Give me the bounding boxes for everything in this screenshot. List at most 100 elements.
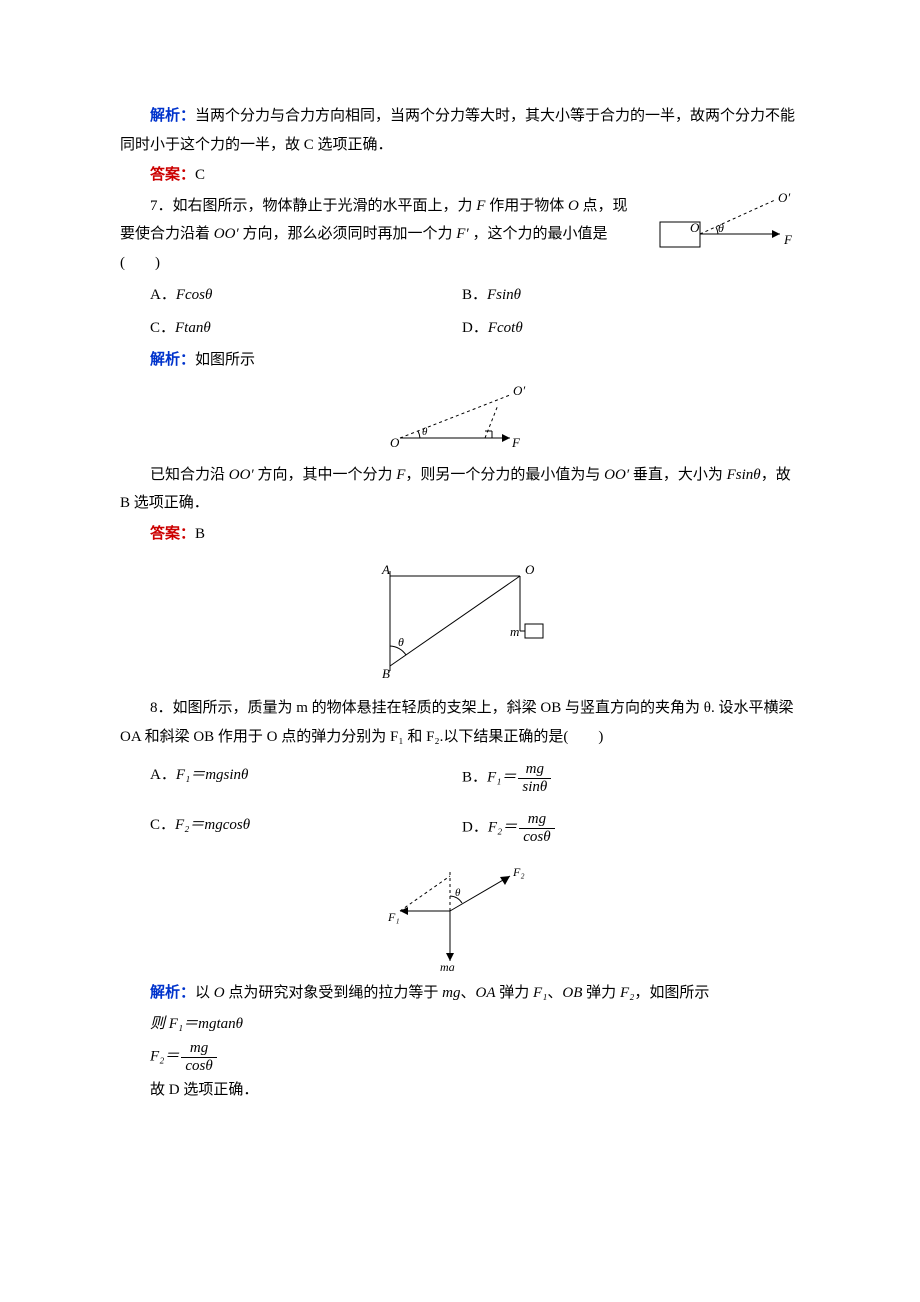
opt-label: A． xyxy=(150,287,176,303)
eq-lhs: F₂＝ xyxy=(488,819,517,835)
eq-lhs: F₁＝ xyxy=(487,769,516,785)
q8-eq2: F₂＝mgcosθ xyxy=(150,1040,800,1074)
opt-label: C． xyxy=(150,320,175,336)
text: 弹力 xyxy=(496,985,534,1001)
q7-option-c: C．Ftanθ xyxy=(150,314,462,343)
svg-text:F₁: F₁ xyxy=(387,910,400,924)
q8-analysis: 解析：以 O 点为研究对象受到绳的拉力等于 mg、OA 弹力 F₁、OB 弹力 … xyxy=(120,979,800,1008)
svg-text:O′: O′ xyxy=(513,383,525,398)
opt-label: C． xyxy=(150,817,175,833)
q7-fig-mid: O O′ F θ xyxy=(380,383,540,453)
num: mg xyxy=(519,811,554,829)
eq-lhs: F₂＝ xyxy=(150,1048,179,1064)
var: OB xyxy=(562,985,582,1001)
opt-label: D． xyxy=(462,320,488,336)
var: OO′ xyxy=(604,467,629,483)
var: O xyxy=(214,985,225,1001)
opt-val: Ftanθ xyxy=(175,320,211,336)
den: cosθ xyxy=(519,829,554,846)
analysis-label: 解析： xyxy=(150,352,195,368)
text: ，如图所示 xyxy=(634,985,709,1001)
q7-analysis: 解析：如图所示 xyxy=(120,346,800,375)
opt-label: B． xyxy=(462,769,487,785)
q7-explain: 已知合力沿 OO′ 方向，其中一个分力 F，则另一个分力的最小值为与 OO′ 垂… xyxy=(120,461,800,518)
q8-option-b: B．F₁＝mgsinθ xyxy=(462,755,774,801)
svg-text:m: m xyxy=(510,624,519,639)
q6-analysis-text: 当两个分力与合力方向相同，当两个分力等大时，其大小等于合力的一半，故两个分力不能… xyxy=(120,108,795,153)
svg-text:F₂: F₂ xyxy=(512,865,525,879)
num: mg xyxy=(518,761,551,779)
q7-options: A．Fcosθ B．Fsinθ C．Ftanθ D．Fcotθ xyxy=(150,279,800,344)
var: O xyxy=(568,198,579,214)
q8-fig-force: F₁ F₂ mg θ xyxy=(380,861,540,971)
answer-label: 答案： xyxy=(150,167,195,183)
text: 如图所示 xyxy=(195,352,255,368)
num: mg xyxy=(181,1040,216,1058)
svg-text:mg: mg xyxy=(440,960,455,971)
q8-stem: 8．如图所示，质量为 m 的物体悬挂在轻质的支架上，斜梁 OB 与竖直方向的夹角… xyxy=(120,694,800,751)
text: 、 xyxy=(547,985,562,1001)
opt-label: B． xyxy=(462,287,487,303)
q8-concl: 故 D 选项正确． xyxy=(120,1076,800,1105)
text: 以 xyxy=(195,985,214,1001)
svg-text:θ: θ xyxy=(718,221,724,235)
svg-text:θ: θ xyxy=(455,887,461,899)
opt-val: Fsinθ xyxy=(487,287,521,303)
den: sinθ xyxy=(518,779,551,796)
fraction: mgcosθ xyxy=(519,811,554,845)
svg-text:O: O xyxy=(390,435,400,450)
text: 点为研究对象受到绳的拉力等于 xyxy=(225,985,443,1001)
q8-eq1: 则 F₁＝mgtanθ xyxy=(120,1010,800,1039)
answer-label: 答案： xyxy=(150,526,195,542)
q8-option-c: C．F₂＝mgcosθ xyxy=(150,805,462,851)
var: Fsinθ xyxy=(727,467,761,483)
q8-fig-top: A O B θ m xyxy=(350,556,570,686)
text: ，则另一个分力的最小值为与 xyxy=(405,467,604,483)
svg-text:F: F xyxy=(783,232,793,247)
q7-option-a: A．Fcosθ xyxy=(150,281,462,310)
analysis-label: 解析： xyxy=(150,108,195,124)
q8-option-d: D．F₂＝mgcosθ xyxy=(462,805,774,851)
q7-fig-top: O O′ F θ xyxy=(650,192,800,273)
q6-analysis: 解析：当两个分力与合力方向相同，当两个分力等大时，其大小等于合力的一半，故两个分… xyxy=(120,102,800,159)
svg-text:F: F xyxy=(511,435,521,450)
text: 方向，那么必须同时再加一个力 xyxy=(239,226,457,242)
fraction: mgsinθ xyxy=(518,761,551,795)
text: 垂直，大小为 xyxy=(629,467,727,483)
opt-val: Fcosθ xyxy=(176,287,213,303)
force-diagram-icon: O O′ F θ xyxy=(650,192,800,262)
q7-option-b: B．Fsinθ xyxy=(462,281,774,310)
var: OA xyxy=(476,985,496,1001)
text: 8．如图所示，质量为 m 的物体悬挂在轻质的支架上，斜梁 OB 与竖直方向的夹角… xyxy=(120,700,793,745)
svg-text:O: O xyxy=(525,562,535,577)
fraction: mgcosθ xyxy=(181,1040,216,1074)
q8-options: A．F₁＝mgsinθ B．F₁＝mgsinθ C．F₂＝mgcosθ D．F₂… xyxy=(150,753,800,853)
text: 已知合力沿 xyxy=(150,467,229,483)
svg-text:O′: O′ xyxy=(778,192,790,205)
svg-text:A: A xyxy=(381,562,390,577)
opt-label: D． xyxy=(462,819,488,835)
q6-answer: 答案：C xyxy=(120,161,800,190)
q7-answer: 答案：B xyxy=(120,520,800,549)
den: cosθ xyxy=(181,1058,216,1075)
opt-val: F₂＝mgcosθ xyxy=(175,817,250,833)
eq: 则 F₁＝mgtanθ xyxy=(150,1016,243,1032)
text: 故 D 选项正确． xyxy=(150,1082,258,1098)
text: 、 xyxy=(460,985,475,1001)
text: 作用于物体 xyxy=(485,198,568,214)
text: 弹力 xyxy=(582,985,620,1001)
var: OO′ xyxy=(229,467,254,483)
text: 方向，其中一个分力 xyxy=(254,467,397,483)
q7-option-d: D．Fcotθ xyxy=(462,314,774,343)
svg-text:θ: θ xyxy=(422,426,428,438)
opt-val: Fcotθ xyxy=(488,320,523,336)
var: F₂ xyxy=(620,985,634,1001)
q8-option-a: A．F₁＝mgsinθ xyxy=(150,755,462,801)
svg-text:B: B xyxy=(382,666,390,681)
var: F₁ xyxy=(533,985,547,1001)
svg-text:O: O xyxy=(690,220,700,235)
q7-answer-value: B xyxy=(195,526,205,542)
var: mg xyxy=(442,985,460,1001)
var: F′ xyxy=(456,226,468,242)
opt-val: F₁＝mgsinθ xyxy=(176,767,249,783)
